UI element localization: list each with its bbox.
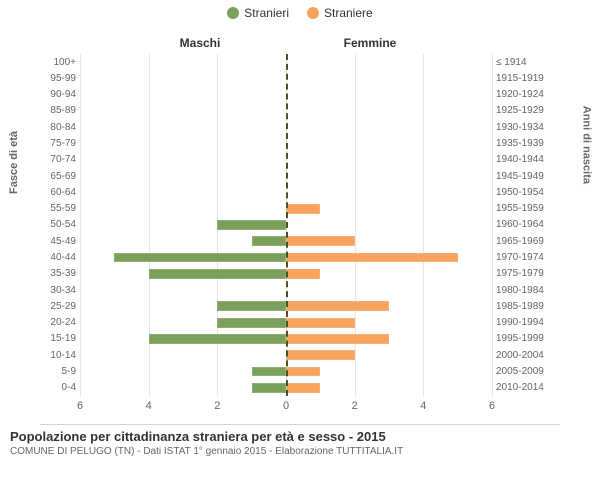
year-label: 1940-1944 xyxy=(496,152,560,168)
year-label: 1960-1964 xyxy=(496,217,560,233)
y-axis-title-right: Anni di nascita xyxy=(580,106,592,184)
year-label: 2005-2009 xyxy=(496,363,560,379)
bar-female xyxy=(286,253,458,263)
year-label: 1915-1919 xyxy=(496,70,560,86)
year-label: 2010-2014 xyxy=(496,380,560,396)
age-label: 75-79 xyxy=(40,135,76,151)
bar-female xyxy=(286,383,320,393)
age-label: 45-49 xyxy=(40,233,76,249)
year-label: 2000-2004 xyxy=(496,347,560,363)
year-label: 1925-1929 xyxy=(496,103,560,119)
age-label: 60-64 xyxy=(40,184,76,200)
legend-item-female: Straniere xyxy=(307,6,373,20)
bar-male xyxy=(217,318,286,328)
year-label: 1955-1959 xyxy=(496,201,560,217)
year-label: 1985-1989 xyxy=(496,298,560,314)
year-label: 1965-1969 xyxy=(496,233,560,249)
x-tick-label: 0 xyxy=(283,400,289,412)
bar-female xyxy=(286,269,320,279)
y-labels-age: 100+95-9990-9485-8980-8475-7970-7465-696… xyxy=(40,54,76,396)
population-pyramid-chart: Maschi Femmine Fasce di età Anni di nasc… xyxy=(40,24,560,425)
x-tick-label: 4 xyxy=(420,400,426,412)
x-tick-label: 2 xyxy=(352,400,358,412)
age-label: 35-39 xyxy=(40,266,76,282)
age-label: 15-19 xyxy=(40,331,76,347)
age-label: 50-54 xyxy=(40,217,76,233)
year-label: 1970-1974 xyxy=(496,249,560,265)
y-labels-years: ≤ 19141915-19191920-19241925-19291930-19… xyxy=(496,54,560,396)
age-label: 30-34 xyxy=(40,282,76,298)
bar-female xyxy=(286,350,355,360)
y-axis-title-left: Fasce di età xyxy=(8,131,20,194)
bar-female xyxy=(286,367,320,377)
age-label: 20-24 xyxy=(40,315,76,331)
x-tick-label: 6 xyxy=(489,400,495,412)
center-axis-line xyxy=(286,54,288,396)
bar-male xyxy=(149,269,286,279)
gridline xyxy=(492,54,493,396)
x-axis-ticks: 6 4 2 0 2 4 6 xyxy=(80,400,492,418)
bar-male xyxy=(217,220,286,230)
bar-male xyxy=(149,334,286,344)
legend: Stranieri Straniere xyxy=(0,0,600,20)
bar-male xyxy=(252,236,286,246)
year-label: 1950-1954 xyxy=(496,184,560,200)
bar-male xyxy=(252,383,286,393)
section-title-female: Femmine xyxy=(290,36,450,50)
x-tick-label: 6 xyxy=(77,400,83,412)
year-label: 1945-1949 xyxy=(496,168,560,184)
bar-female xyxy=(286,301,389,311)
plot-area xyxy=(80,54,492,396)
swatch-female xyxy=(307,7,319,19)
age-label: 95-99 xyxy=(40,70,76,86)
age-label: 25-29 xyxy=(40,298,76,314)
year-label: 1990-1994 xyxy=(496,315,560,331)
bar-male xyxy=(217,301,286,311)
bar-female xyxy=(286,204,320,214)
chart-footer: Popolazione per cittadinanza straniera p… xyxy=(0,425,600,457)
age-label: 85-89 xyxy=(40,103,76,119)
bar-female xyxy=(286,334,389,344)
section-title-male: Maschi xyxy=(120,36,280,50)
bar-male xyxy=(252,367,286,377)
bar-female xyxy=(286,318,355,328)
age-label: 0-4 xyxy=(40,380,76,396)
age-label: 55-59 xyxy=(40,201,76,217)
chart-subtitle: COMUNE DI PELUGO (TN) - Dati ISTAT 1° ge… xyxy=(10,446,590,457)
age-label: 10-14 xyxy=(40,347,76,363)
age-label: 100+ xyxy=(40,54,76,70)
age-label: 80-84 xyxy=(40,119,76,135)
legend-item-male: Stranieri xyxy=(227,6,289,20)
x-tick-label: 2 xyxy=(214,400,220,412)
year-label: ≤ 1914 xyxy=(496,54,560,70)
x-tick-label: 4 xyxy=(146,400,152,412)
age-label: 90-94 xyxy=(40,87,76,103)
bar-male xyxy=(114,253,286,263)
year-label: 1975-1979 xyxy=(496,266,560,282)
year-label: 1920-1924 xyxy=(496,87,560,103)
legend-label-female: Straniere xyxy=(324,6,373,20)
age-label: 65-69 xyxy=(40,168,76,184)
chart-title: Popolazione per cittadinanza straniera p… xyxy=(10,429,590,444)
year-label: 1995-1999 xyxy=(496,331,560,347)
legend-label-male: Stranieri xyxy=(244,6,289,20)
age-label: 5-9 xyxy=(40,363,76,379)
year-label: 1980-1984 xyxy=(496,282,560,298)
year-label: 1935-1939 xyxy=(496,135,560,151)
bar-female xyxy=(286,236,355,246)
year-label: 1930-1934 xyxy=(496,119,560,135)
swatch-male xyxy=(227,7,239,19)
age-label: 40-44 xyxy=(40,249,76,265)
age-label: 70-74 xyxy=(40,152,76,168)
